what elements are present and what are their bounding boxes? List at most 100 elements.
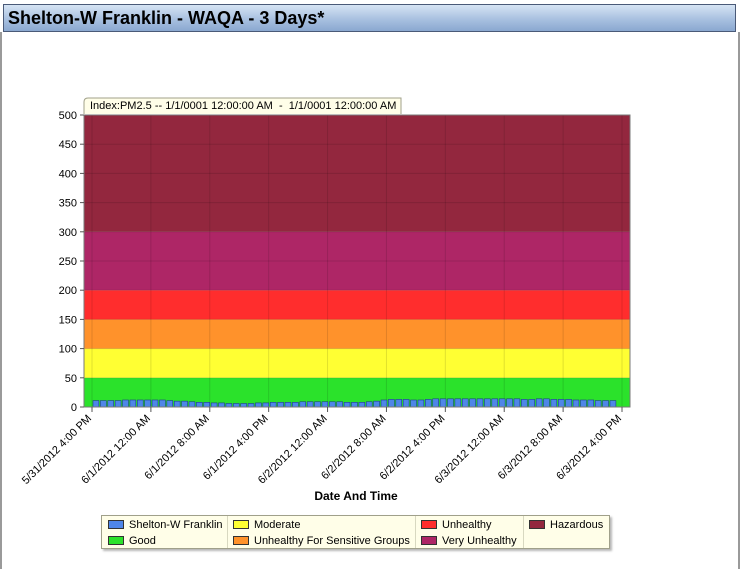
bar-shelton-w-franklin	[454, 398, 462, 408]
bar-shelton-w-franklin	[587, 399, 595, 408]
bar-shelton-w-franklin	[439, 398, 447, 408]
chart-title: Index:PM2.5 -- 1/1/0001 12:00:00 AM - 1/…	[90, 100, 396, 112]
x-tick-label: 6/3/2012 4:00 PM	[554, 413, 624, 483]
y-tick-label: 200	[59, 285, 77, 297]
bar-shelton-w-franklin	[572, 399, 580, 408]
y-tick-label: 400	[59, 168, 77, 180]
bar-shelton-w-franklin	[107, 400, 114, 408]
bar-shelton-w-franklin	[484, 398, 491, 408]
bar-shelton-w-franklin	[100, 400, 107, 408]
window-title-bar: Shelton-W Franklin - WAQA - 3 Days*	[3, 4, 736, 32]
bar-shelton-w-franklin	[269, 402, 277, 408]
legend-swatch	[421, 520, 437, 529]
bar-shelton-w-franklin	[358, 402, 366, 408]
x-tick-label: 6/1/2012 8:00 AM	[142, 413, 211, 482]
bar-shelton-w-franklin	[432, 398, 439, 408]
bar-shelton-w-franklin	[550, 399, 558, 408]
bar-shelton-w-franklin	[469, 398, 476, 408]
bar-shelton-w-franklin	[373, 400, 380, 408]
bar-shelton-w-franklin	[528, 399, 535, 408]
bar-shelton-w-franklin	[196, 402, 203, 408]
legend-label: Moderate	[254, 519, 301, 531]
bar-shelton-w-franklin	[365, 401, 373, 408]
bar-shelton-w-franklin	[498, 398, 506, 408]
y-tick-label: 500	[59, 110, 77, 122]
bar-shelton-w-franklin	[137, 399, 144, 408]
bar-shelton-w-franklin	[380, 399, 388, 408]
y-tick-label: 450	[59, 139, 77, 151]
x-axis-label: Date And Time	[314, 489, 398, 503]
aqi-band-unhealthy-for-sensitive-groups	[84, 319, 630, 349]
frame-left-border	[0, 32, 2, 569]
legend-swatch	[529, 520, 545, 529]
bar-shelton-w-franklin	[461, 398, 469, 408]
bar-shelton-w-franklin	[476, 398, 484, 408]
bar-shelton-w-franklin	[203, 402, 210, 408]
legend-label: Unhealthy For Sensitive Groups	[254, 535, 410, 547]
bar-shelton-w-franklin	[292, 402, 299, 408]
bar-shelton-w-franklin	[284, 402, 292, 408]
window-title: Shelton-W Franklin - WAQA - 3 Days*	[8, 8, 325, 28]
bar-shelton-w-franklin	[166, 400, 174, 408]
legend-divider	[523, 516, 524, 548]
bar-shelton-w-franklin	[402, 399, 410, 408]
y-tick-label: 350	[59, 198, 77, 210]
bar-shelton-w-franklin	[491, 398, 499, 408]
bar-shelton-w-franklin	[565, 399, 572, 408]
grid-lines	[84, 115, 630, 407]
aqi-band-moderate	[84, 348, 630, 378]
bar-shelton-w-franklin	[521, 399, 528, 408]
bar-shelton-w-franklin	[151, 399, 159, 408]
legend-swatch	[108, 536, 124, 545]
aqi-band-unhealthy	[84, 290, 630, 320]
y-axis: 0 50 100 150 200 250 300 350 400 450 500	[59, 110, 84, 414]
bar-shelton-w-franklin	[233, 403, 240, 408]
bar-shelton-w-franklin	[351, 402, 358, 408]
bar-shelton-w-franklin	[388, 399, 395, 408]
bar-shelton-w-franklin	[159, 399, 166, 408]
bar-shelton-w-franklin	[92, 400, 100, 408]
legend-label: Very Unhealthy	[442, 535, 517, 547]
bar-shelton-w-franklin	[277, 402, 284, 408]
bar-shelton-w-franklin	[447, 398, 454, 408]
chart-legend: Shelton-W Franklin Good Moderate Unhealt…	[101, 515, 610, 549]
bar-shelton-w-franklin	[240, 403, 247, 408]
bar-shelton-w-franklin	[225, 403, 233, 408]
legend-divider	[415, 516, 416, 548]
aqi-bands	[84, 115, 630, 407]
bar-shelton-w-franklin	[395, 399, 402, 408]
y-tick-label: 300	[59, 227, 77, 239]
bar-shelton-w-franklin	[425, 399, 432, 408]
y-tick-label: 0	[71, 402, 77, 414]
bar-shelton-w-franklin	[506, 398, 513, 408]
chart-title-box: Index:PM2.5 -- 1/1/0001 12:00:00 AM - 1/…	[83, 97, 402, 114]
bar-shelton-w-franklin	[188, 401, 196, 408]
bar-shelton-w-franklin	[543, 398, 550, 408]
bar-shelton-w-franklin	[602, 400, 609, 408]
bar-shelton-w-franklin	[129, 399, 137, 408]
bar-shelton-w-franklin	[181, 400, 188, 408]
bar-shelton-w-franklin	[580, 399, 587, 408]
legend-label: Unhealthy	[442, 519, 492, 531]
bar-shelton-w-franklin	[262, 402, 270, 408]
aqi-band-hazardous	[84, 115, 630, 232]
bar-shelton-w-franklin	[513, 398, 521, 408]
x-tick-label: 6/3/2012 8:00 AM	[496, 413, 565, 482]
legend-swatch	[108, 520, 124, 529]
x-tick-label: 6/1/2012 4:00 PM	[201, 413, 271, 483]
y-tick-label: 100	[59, 344, 77, 356]
bar-shelton-w-franklin	[321, 401, 329, 408]
bar-shelton-w-franklin	[306, 401, 314, 408]
legend-swatch	[421, 536, 437, 545]
legend-label: Hazardous	[550, 519, 604, 531]
bar-shelton-w-franklin	[247, 403, 255, 408]
bar-shelton-w-franklin	[210, 402, 218, 408]
y-tick-label: 50	[65, 373, 77, 385]
bar-shelton-w-franklin	[343, 402, 351, 408]
x-tick-label: 6/2/2012 8:00 AM	[319, 413, 388, 482]
bar-shelton-w-franklin	[594, 400, 602, 408]
legend-divider	[227, 516, 228, 548]
legend-swatch	[233, 536, 249, 545]
bar-shelton-w-franklin	[218, 402, 225, 408]
